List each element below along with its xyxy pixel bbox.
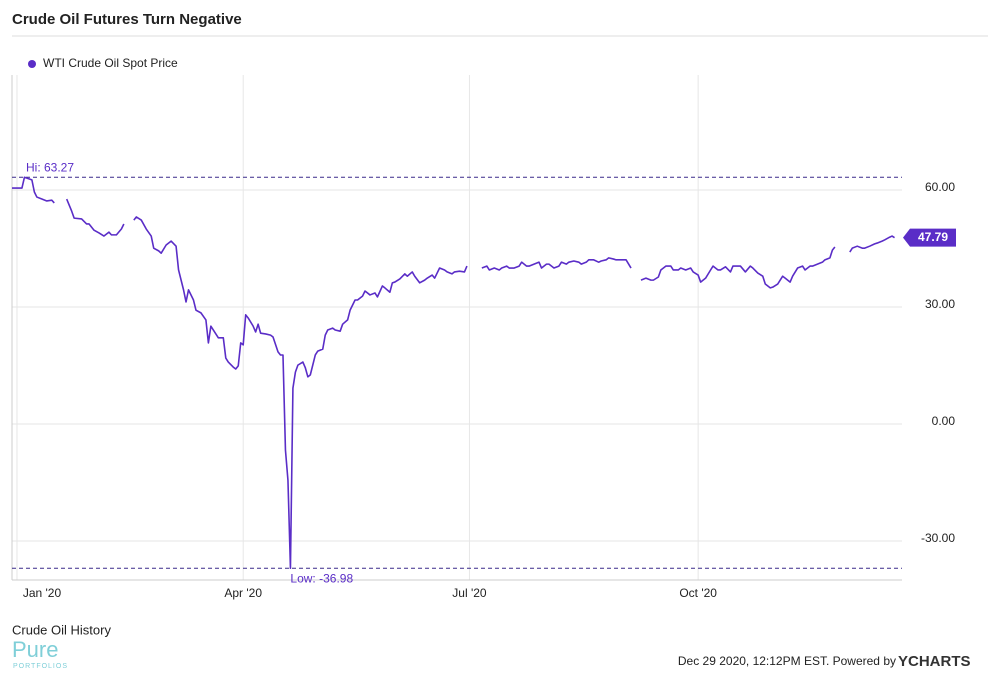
x-tick-label: Apr '20 bbox=[224, 586, 262, 600]
chart-title: Crude Oil Futures Turn Negative bbox=[12, 11, 242, 28]
data-line bbox=[12, 176, 895, 570]
brand: YCHARTS bbox=[898, 653, 971, 670]
x-tick-label: Jan '20 bbox=[23, 586, 62, 600]
logo-sub: PORTFOLIOS bbox=[13, 663, 68, 670]
footer-caption: Crude Oil History bbox=[12, 622, 111, 637]
annotation-label: Low: -36.98 bbox=[290, 571, 353, 585]
logo: Pure bbox=[12, 637, 58, 662]
legend-marker bbox=[28, 60, 36, 68]
legend-label: WTI Crude Oil Spot Price bbox=[43, 56, 178, 70]
timestamp: Dec 29 2020, 12:12PM EST. Powered by bbox=[678, 654, 896, 668]
annotation-label: Hi: 63.27 bbox=[26, 160, 74, 174]
x-tick-label: Jul '20 bbox=[452, 586, 487, 600]
last-value-label: 47.79 bbox=[918, 230, 948, 244]
y-tick-label: 60.00 bbox=[925, 180, 955, 194]
last-value-tag bbox=[903, 228, 956, 247]
x-tick-label: Oct '20 bbox=[679, 586, 717, 600]
y-tick-label: -30.00 bbox=[921, 531, 955, 545]
y-tick-label: 0.00 bbox=[932, 414, 956, 428]
y-tick-label: 30.00 bbox=[925, 297, 955, 311]
